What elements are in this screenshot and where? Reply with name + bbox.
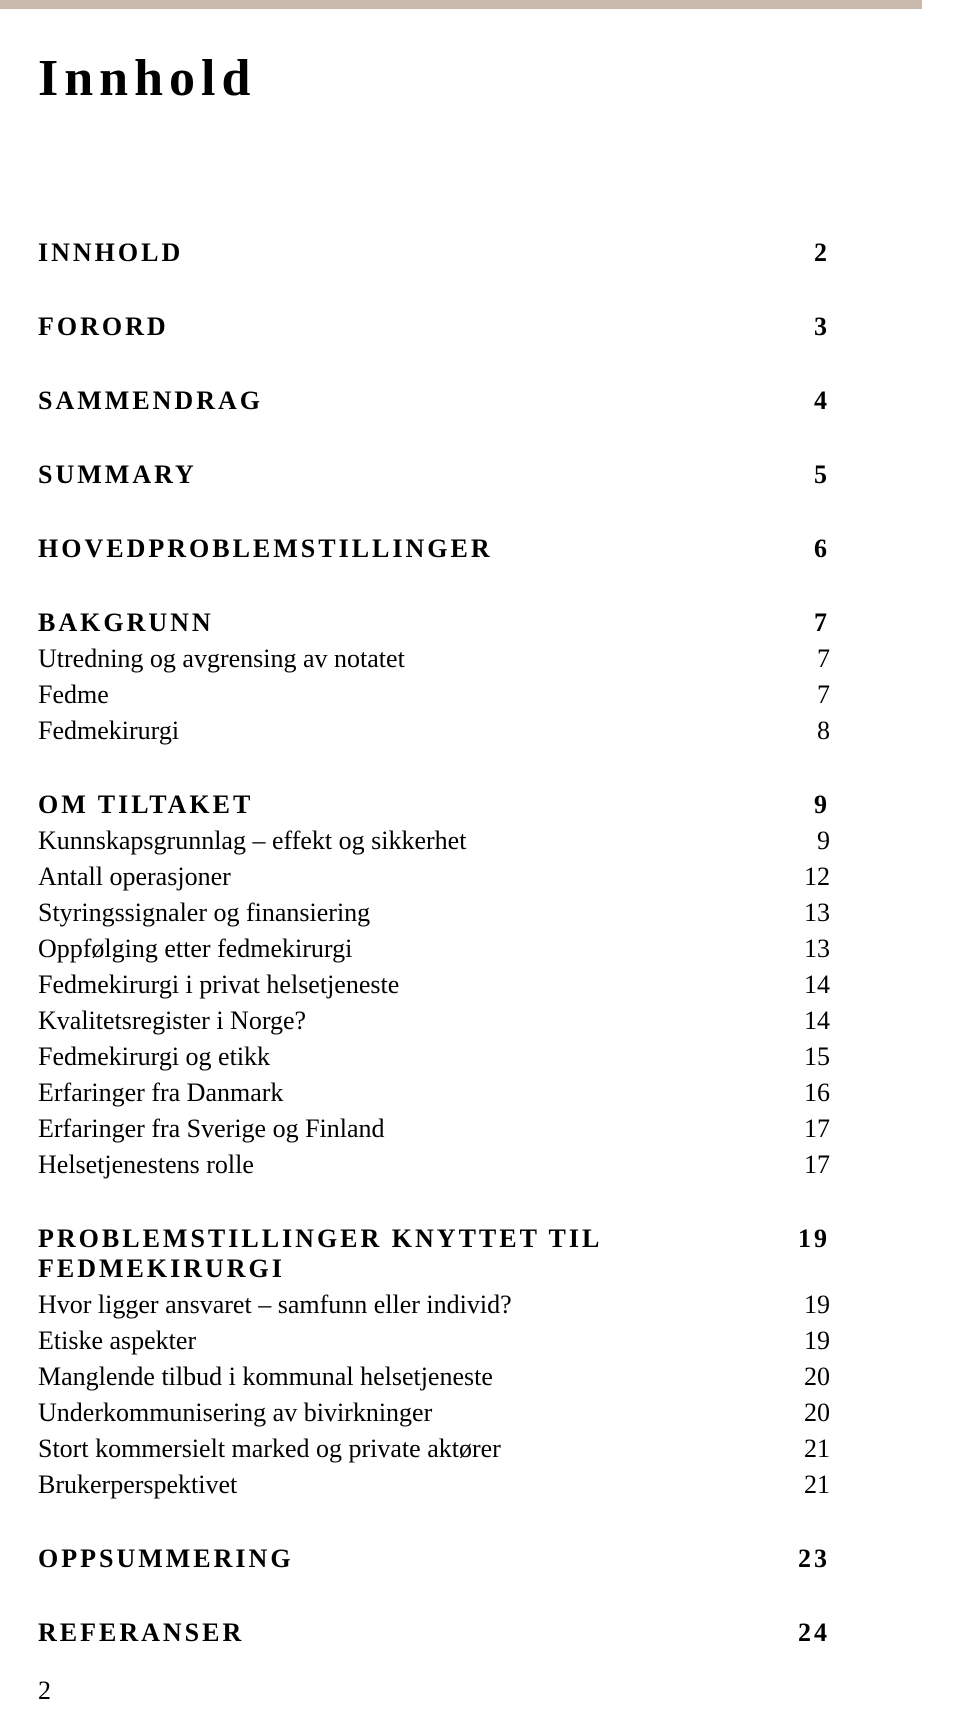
toc-bakgrunn: BAKGRUNN 7: [38, 608, 830, 638]
toc-omtiltaket-item: Fedmekirurgi i privat helsetjeneste 14: [38, 970, 830, 1000]
toc-sub-label: Etiske aspekter: [38, 1326, 770, 1356]
toc-omtiltaket-item: Fedmekirurgi og etikk 15: [38, 1042, 830, 1072]
toc-sub-page: 17: [770, 1114, 830, 1144]
toc-problem-item: Manglende tilbud i kommunal helsetjenest…: [38, 1362, 830, 1392]
toc-sub-label: Utredning og avgrensing av notatet: [38, 644, 770, 674]
page: Innhold INNHOLD 2 FORORD 3 SAMMENDRAG 4 …: [0, 0, 960, 1736]
page-title: Innhold: [38, 49, 830, 108]
toc-sammendrag-label: SAMMENDRAG: [38, 386, 770, 416]
toc-sub-page: 19: [770, 1290, 830, 1320]
toc-sub-label: Hvor ligger ansvaret – samfunn eller ind…: [38, 1290, 770, 1320]
content-area: Innhold INNHOLD 2 FORORD 3 SAMMENDRAG 4 …: [0, 9, 960, 1648]
toc-sub-label: Fedmekirurgi: [38, 716, 770, 746]
toc-problem-item: Underkommunisering av bivirkninger 20: [38, 1398, 830, 1428]
toc-sub-label: Kvalitetsregister i Norge?: [38, 1006, 770, 1036]
toc-bakgrunn-page: 7: [770, 608, 830, 638]
toc-innhold: INNHOLD 2: [38, 238, 830, 268]
toc-referanser-label: REFERANSER: [38, 1618, 770, 1648]
toc-sub-label: Stort kommersielt marked og private aktø…: [38, 1434, 770, 1464]
toc-innhold-label: INNHOLD: [38, 238, 770, 268]
toc-omtiltaket-page: 9: [770, 790, 830, 820]
toc-sub-page: 8: [770, 716, 830, 746]
toc-sub-label: Manglende tilbud i kommunal helsetjenest…: [38, 1362, 770, 1392]
toc-problem-page: 19: [770, 1224, 830, 1254]
toc-hoved: HOVEDPROBLEMSTILLINGER 6: [38, 534, 830, 564]
toc-omtiltaket-item: Kvalitetsregister i Norge? 14: [38, 1006, 830, 1036]
toc-sammendrag-page: 4: [770, 386, 830, 416]
toc-sub-page: 19: [770, 1326, 830, 1356]
toc-problem-item: Etiske aspekter 19: [38, 1326, 830, 1356]
toc-omtiltaket-item: Antall operasjoner 12: [38, 862, 830, 892]
toc-summary-label: SUMMARY: [38, 460, 770, 490]
top-rule: [0, 0, 922, 9]
toc-problem-block: PROBLEMSTILLINGER KNYTTET TIL FEDMEKIRUR…: [38, 1224, 830, 1500]
toc-omtiltaket-item: Erfaringer fra Danmark 16: [38, 1078, 830, 1108]
toc-forord-label: FORORD: [38, 312, 770, 342]
toc-forord-page: 3: [770, 312, 830, 342]
toc-omtiltaket: OM TILTAKET 9: [38, 790, 830, 820]
toc-oppsummering-page: 23: [770, 1544, 830, 1574]
toc-omtiltaket-item: Erfaringer fra Sverige og Finland 17: [38, 1114, 830, 1144]
toc-sub-page: 12: [770, 862, 830, 892]
toc-sub-label: Helsetjenestens rolle: [38, 1150, 770, 1180]
toc-omtiltaket-item: Helsetjenestens rolle 17: [38, 1150, 830, 1180]
toc-sub-page: 21: [770, 1434, 830, 1464]
toc-sub-page: 14: [770, 970, 830, 1000]
toc-summary-page: 5: [770, 460, 830, 490]
toc-referanser-page: 24: [770, 1618, 830, 1648]
toc-sub-page: 7: [770, 680, 830, 710]
toc-sub-page: 16: [770, 1078, 830, 1108]
toc-sub-page: 13: [770, 898, 830, 928]
footer-page-number: 2: [38, 1676, 51, 1706]
toc-omtiltaket-item: Kunnskapsgrunnlag – effekt og sikkerhet …: [38, 826, 830, 856]
toc-hoved-page: 6: [770, 534, 830, 564]
toc-sammendrag: SAMMENDRAG 4: [38, 386, 830, 416]
toc-sub-label: Erfaringer fra Danmark: [38, 1078, 770, 1108]
toc-sub-page: 20: [770, 1362, 830, 1392]
toc-sub-label: Styringssignaler og finansiering: [38, 898, 770, 928]
toc-problem-item: Hvor ligger ansvaret – samfunn eller ind…: [38, 1290, 830, 1320]
toc-sub-page: 14: [770, 1006, 830, 1036]
toc-sub-page: 9: [770, 826, 830, 856]
toc-sub-label: Fedmekirurgi og etikk: [38, 1042, 770, 1072]
toc-referanser: REFERANSER 24: [38, 1618, 830, 1648]
toc-omtiltaket-item: Oppfølging etter fedmekirurgi 13: [38, 934, 830, 964]
toc-omtiltaket-item: Styringssignaler og finansiering 13: [38, 898, 830, 928]
toc-sub-page: 15: [770, 1042, 830, 1072]
toc-sub-label: Underkommunisering av bivirkninger: [38, 1398, 770, 1428]
toc-sub-label: Fedmekirurgi i privat helsetjeneste: [38, 970, 770, 1000]
toc-oppsummering: OPPSUMMERING 23: [38, 1544, 830, 1574]
toc-sub-label: Erfaringer fra Sverige og Finland: [38, 1114, 770, 1144]
toc-bakgrunn-item: Utredning og avgrensing av notatet 7: [38, 644, 830, 674]
toc-problem-item: Stort kommersielt marked og private aktø…: [38, 1434, 830, 1464]
toc-problem: PROBLEMSTILLINGER KNYTTET TIL FEDMEKIRUR…: [38, 1224, 830, 1284]
toc-sub-label: Kunnskapsgrunnlag – effekt og sikkerhet: [38, 826, 770, 856]
toc-sub-page: 17: [770, 1150, 830, 1180]
toc-sub-page: 20: [770, 1398, 830, 1428]
toc-sub-label: Brukerperspektivet: [38, 1470, 770, 1500]
toc-sub-page: 7: [770, 644, 830, 674]
toc-bakgrunn-item: Fedme 7: [38, 680, 830, 710]
toc-bakgrunn-block: BAKGRUNN 7 Utredning og avgrensing av no…: [38, 608, 830, 746]
toc-oppsummering-label: OPPSUMMERING: [38, 1544, 770, 1574]
toc-summary: SUMMARY 5: [38, 460, 830, 490]
toc-sub-label: Antall operasjoner: [38, 862, 770, 892]
toc-hoved-label: HOVEDPROBLEMSTILLINGER: [38, 534, 770, 564]
toc-sub-label: Oppfølging etter fedmekirurgi: [38, 934, 770, 964]
toc-bakgrunn-label: BAKGRUNN: [38, 608, 770, 638]
toc-problem-label: PROBLEMSTILLINGER KNYTTET TIL FEDMEKIRUR…: [38, 1224, 770, 1284]
toc-omtiltaket-block: OM TILTAKET 9 Kunnskapsgrunnlag – effekt…: [38, 790, 830, 1180]
toc-bakgrunn-item: Fedmekirurgi 8: [38, 716, 830, 746]
toc-problem-item: Brukerperspektivet 21: [38, 1470, 830, 1500]
toc-sub-page: 13: [770, 934, 830, 964]
toc-innhold-page: 2: [770, 238, 830, 268]
toc-sub-page: 21: [770, 1470, 830, 1500]
toc-omtiltaket-label: OM TILTAKET: [38, 790, 770, 820]
toc-sub-label: Fedme: [38, 680, 770, 710]
toc-forord: FORORD 3: [38, 312, 830, 342]
